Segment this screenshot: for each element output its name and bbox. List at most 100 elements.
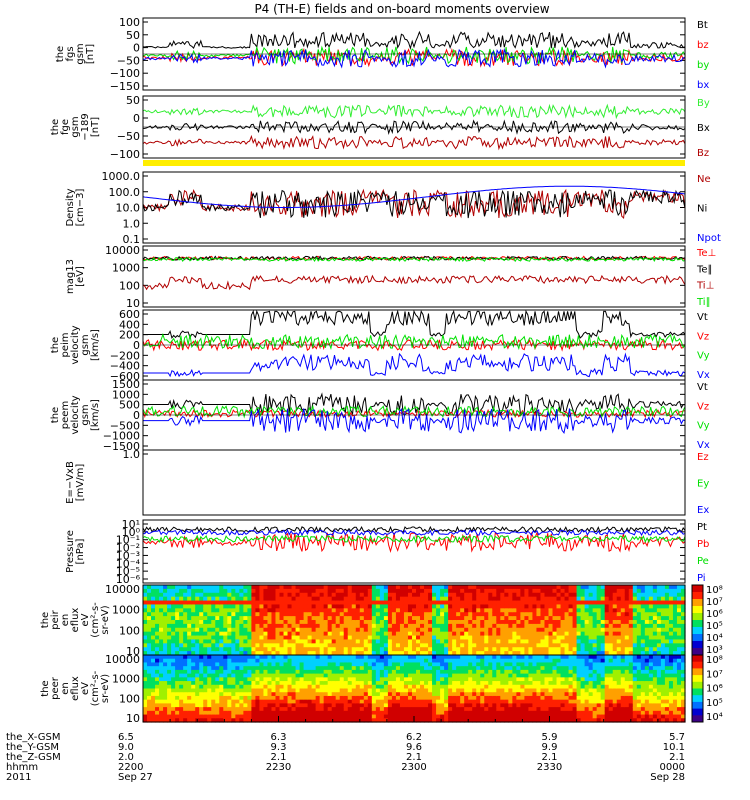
peer-spectrogram-cell bbox=[564, 688, 570, 693]
peir-spectrogram-cell bbox=[420, 651, 425, 656]
peer-spectrogram-cell bbox=[191, 699, 196, 704]
peer-spectrogram-cell bbox=[436, 699, 441, 704]
peir-spectrogram-cell bbox=[456, 596, 461, 602]
peir-spectrogram-cell bbox=[195, 643, 200, 648]
peer-spectrogram-cell bbox=[391, 681, 397, 686]
peir-spectrogram-cell bbox=[155, 596, 160, 602]
peer-spectrogram-cell bbox=[247, 692, 252, 697]
peer-spectrogram-cell bbox=[391, 695, 397, 701]
peir-spectrogram-cell bbox=[227, 588, 232, 594]
peer-spectrogram-cell bbox=[339, 688, 345, 693]
peir-spectrogram-cell bbox=[371, 620, 377, 625]
peir-spectrogram-cell bbox=[576, 616, 582, 621]
peir-spectrogram-cell bbox=[223, 635, 228, 641]
peer-spectrogram-cell bbox=[468, 703, 473, 708]
peer-spectrogram-cell bbox=[391, 703, 397, 708]
peer-spectrogram-cell bbox=[347, 707, 353, 712]
peer-spectrogram-cell bbox=[375, 688, 381, 693]
peer-spectrogram-cell bbox=[147, 692, 152, 697]
peer-spectrogram-cell bbox=[444, 662, 449, 667]
peir-spectrogram-cell bbox=[211, 631, 216, 637]
peer-spectrogram-cell bbox=[183, 662, 188, 667]
peer-spectrogram-cell bbox=[448, 695, 453, 701]
peer-spectrogram-cell bbox=[592, 714, 598, 719]
peer-spectrogram-cell bbox=[359, 658, 365, 664]
peir-spectrogram-cell bbox=[448, 588, 453, 594]
peir-spectrogram-cell bbox=[323, 608, 329, 613]
peer-spectrogram-cell bbox=[367, 707, 373, 712]
peir-spectrogram-cell bbox=[283, 623, 289, 629]
peer-spectrogram-cell bbox=[584, 677, 590, 682]
peir-spectrogram-cell bbox=[371, 585, 377, 590]
peir-spectrogram-cell bbox=[560, 643, 566, 648]
peer-spectrogram-cell bbox=[311, 703, 317, 708]
peer-spectrogram-cell bbox=[624, 703, 630, 708]
peir-spectrogram-cell bbox=[355, 588, 361, 594]
peer-spectrogram-cell bbox=[147, 677, 152, 682]
peer-spectrogram-cell bbox=[319, 688, 325, 693]
peer-spectrogram-cell bbox=[303, 707, 309, 712]
peir-spectrogram-cell bbox=[355, 631, 361, 637]
peer-spectrogram-cell bbox=[464, 669, 469, 675]
peer-spectrogram-cell bbox=[331, 707, 337, 712]
peer-spectrogram-cell bbox=[387, 710, 393, 716]
peer-spectrogram-cell bbox=[343, 681, 349, 686]
pressure-ytick-label: 10⁻² bbox=[116, 542, 140, 555]
peer-spectrogram-cell bbox=[251, 718, 257, 723]
peer-spectrogram-cell bbox=[247, 677, 252, 682]
peer-spectrogram-cell bbox=[504, 658, 509, 664]
peir-spectrogram-cell bbox=[323, 592, 329, 598]
peir-spectrogram-cell bbox=[351, 585, 357, 590]
peir-spectrogram-cell bbox=[532, 596, 538, 602]
peer-spectrogram-cell bbox=[219, 707, 224, 712]
peer-spectrogram-cell bbox=[179, 707, 184, 712]
peer-spectrogram-cell bbox=[383, 699, 389, 704]
peer-spectrogram-cell bbox=[235, 662, 240, 667]
peer-spectrogram-cell bbox=[375, 684, 381, 690]
peir-spectrogram-cell bbox=[592, 620, 598, 625]
peer-spectrogram-cell bbox=[243, 669, 248, 675]
peir-spectrogram-cell bbox=[660, 639, 666, 644]
peer-spectrogram-cell bbox=[416, 710, 421, 716]
peer-spectrogram-cell bbox=[616, 658, 622, 664]
peer-spectrogram-cell bbox=[223, 655, 228, 660]
peir-spectrogram-cell bbox=[552, 616, 558, 621]
peir-spectrogram-cell bbox=[251, 623, 257, 629]
peir-spectrogram-cell bbox=[299, 600, 305, 606]
peir-spectrogram-cell bbox=[644, 635, 650, 641]
peir-spectrogram-cell bbox=[500, 585, 505, 590]
peir-spectrogram-cell bbox=[424, 627, 429, 633]
peer-spectrogram-cell bbox=[440, 699, 445, 704]
peer-spectrogram-cell bbox=[223, 707, 228, 712]
peir-spectrogram-cell bbox=[564, 643, 570, 648]
peer-spectrogram-cell bbox=[383, 662, 389, 667]
peir-spectrogram-cell bbox=[564, 604, 570, 609]
peir-spectrogram-cell bbox=[159, 608, 164, 613]
peir-spectrogram-cell bbox=[436, 627, 441, 633]
peer-spectrogram-cell bbox=[616, 714, 622, 719]
peer-spectrogram-cell bbox=[424, 669, 429, 675]
temp-legend-Te⊥: Te⊥ bbox=[696, 248, 716, 259]
peir-spectrogram-cell bbox=[564, 627, 570, 633]
peer-spectrogram-cell bbox=[544, 707, 550, 712]
peir-spectrogram-cell bbox=[532, 635, 538, 641]
peir-spectrogram-cell bbox=[608, 627, 614, 633]
peer-spectrogram-cell bbox=[520, 703, 526, 708]
peir-spectrogram-cell bbox=[243, 631, 248, 637]
peer-spectrogram-cell bbox=[243, 699, 248, 704]
peir-spectrogram-cell bbox=[187, 631, 192, 637]
peir-spectrogram-cell bbox=[584, 592, 590, 598]
peer-spectrogram-cell bbox=[548, 658, 554, 664]
peer-spectrogram-cell bbox=[287, 662, 293, 667]
peir-spectrogram-cell bbox=[411, 627, 417, 633]
peer-spectrogram-cell bbox=[480, 703, 485, 708]
peir-spectrogram-cell bbox=[271, 592, 277, 598]
peer-spectrogram-cell bbox=[215, 658, 220, 664]
peir-spectrogram-cell bbox=[556, 608, 562, 613]
peir-spectrogram-cell bbox=[147, 635, 152, 641]
peer-spectrogram-cell bbox=[640, 684, 646, 690]
peer-spectrogram-cell bbox=[584, 666, 590, 671]
peir-spectrogram-cell bbox=[424, 585, 429, 590]
peir-spectrogram-cell bbox=[175, 647, 180, 652]
peer-spectrogram-cell bbox=[544, 688, 550, 693]
